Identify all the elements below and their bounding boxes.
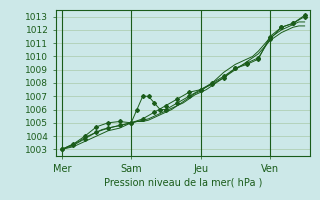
X-axis label: Pression niveau de la mer( hPa ): Pression niveau de la mer( hPa ) (104, 178, 262, 188)
